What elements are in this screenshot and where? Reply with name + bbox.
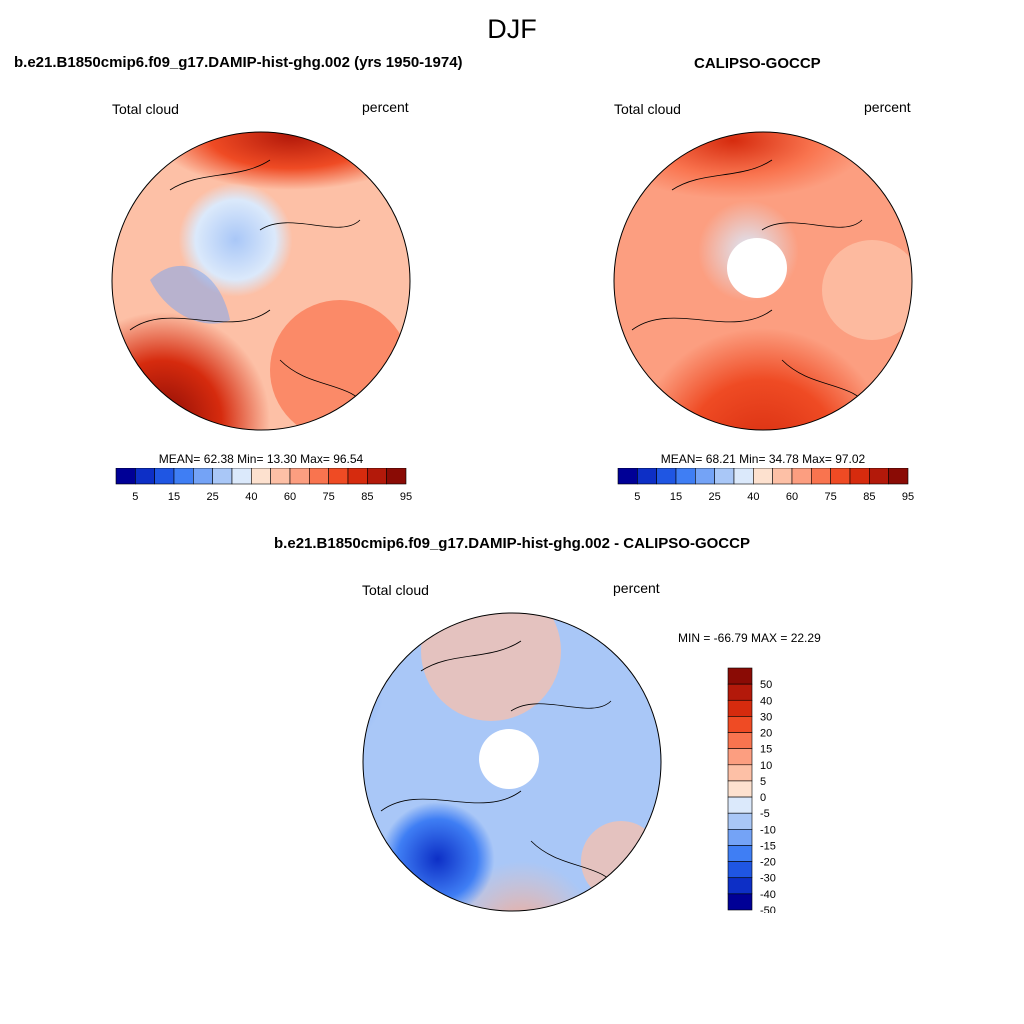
panel-3-colorbar-tick-label: -10 [760,824,776,836]
panel-2-variable-label: Total cloud [614,101,681,117]
panel-2-colorbar-swatch [888,468,909,485]
panel-3-colorbar-tick-label: 15 [760,744,772,756]
panel-2-colorbar-swatch [830,468,851,485]
panel-3-colorbar-swatch [727,732,753,749]
panel-1-colorbar-tick-label: 25 [207,491,219,503]
panel-2-colorbar-tick-label: 15 [670,491,682,503]
panel-3-colorbar-tick-label: -50 [760,905,776,913]
panel-1-colorbar-swatch [328,468,349,485]
panel-3-colorbar-swatch [727,699,753,717]
panel-3-colorbar-tick-label: 20 [760,728,772,740]
panel-3-variable-label: Total cloud [362,582,429,598]
panel-3-colorbar-swatch [727,780,753,798]
panel-2-colorbar-tick-label: 85 [863,491,875,503]
panel-2-colorbar-swatch [869,468,889,485]
panel-2-colorbar-swatch [656,468,677,485]
panel-2-colorbar-swatch [733,468,754,485]
panel-1-colorbar-swatch [135,468,155,485]
panel-1-colorbar-swatch [193,468,213,485]
panel-2-colorbar-swatch [637,468,657,485]
panel-2-colorbar-swatch [617,468,638,485]
panel-2-colorbar: 5 15 25 40 60 75 85 95 [617,468,914,503]
panel-3-colorbar-tick-label: 5 [760,776,766,788]
panel-1-colorbar-swatch [386,468,407,485]
panel-3-units-label: percent [613,580,660,596]
panel-2-colorbar-tick-label: 75 [825,491,837,503]
panel-1-colorbar-tick-label: 60 [284,491,296,503]
panel-3-title: b.e21.B1850cmip6.f09_g17.DAMIP-hist-ghg.… [274,535,750,552]
panel-2-colorbar-tick-label: 95 [902,491,914,503]
panel-2-colorbar-swatch [772,468,793,485]
panel-1-colorbar-swatch [367,468,387,485]
panel-3-colorbar-swatch [727,877,753,895]
panel-2-colorbar-swatch [675,468,696,485]
panel-3-colorbar-tick-label: 40 [760,695,772,707]
panel-1-colorbar-swatch [289,468,310,485]
panel-2-colorbar-tick-label: 40 [747,491,759,503]
panel-1-colorbar-tick-label: 75 [323,491,335,503]
panel-1-polar-map [111,131,411,431]
panel-1-stats: MEAN= 62.38 Min= 13.30 Max= 96.54 [158,452,364,466]
panel-2-units-label: percent [864,99,911,115]
panel-3-colorbar-tick-label: -5 [760,808,770,820]
panel-2-colorbar-swatch [714,468,735,485]
panel-2-colorbar-swatch [849,468,870,485]
panel-1-colorbar-tick-label: 5 [132,491,138,503]
panel-1-colorbar-swatch [154,468,175,485]
panel-2-colorbar-swatch [753,468,773,485]
panel-1-title: b.e21.B1850cmip6.f09_g17.DAMIP-hist-ghg.… [14,54,463,71]
panel-2-polar-map [613,131,913,431]
panel-3-colorbar-swatch [727,748,753,766]
panel-3-colorbar-tick-label: -15 [760,840,776,852]
panel-3-colorbar-swatch [727,796,753,814]
panel-2-title: CALIPSO-GOCCP [694,55,821,72]
panel-1-colorbar-swatch [115,468,136,485]
panel-1-colorbar-swatch [173,468,194,485]
panel-3-polar-missing-data [479,729,539,789]
panel-3-stats: MIN = -66.79 MAX = 22.29 [678,631,821,645]
panel-3-colorbar-swatch [727,716,753,733]
panel-3-colorbar-tick-label: -20 [760,857,776,869]
panel-2-colorbar-tick-label: 25 [709,491,721,503]
panel-3-colorbar-tick-label: -40 [760,889,776,901]
panel-2-colorbar-tick-label: 5 [634,491,640,503]
panel-3-colorbar-tick-label: -30 [760,873,776,885]
panel-1-colorbar-swatch [309,468,329,485]
panel-2-colorbar-swatch [791,468,812,485]
panel-2-stats: MEAN= 68.21 Min= 34.78 Max= 97.02 [660,452,866,466]
panel-1-colorbar-tick-label: 15 [168,491,180,503]
panel-3-colorbar-swatch [727,845,753,862]
panel-1-colorbar-swatch [212,468,233,485]
panel-3-colorbar-tick-label: 50 [760,679,772,691]
panel-3-colorbar-swatch [727,812,753,830]
panel-3-colorbar-tick-label: 0 [760,792,766,804]
panel-3-colorbar-tick-label: 10 [760,760,772,772]
panel-1-colorbar-tick-label: 95 [400,491,412,503]
panel-1-units-label: percent [362,99,409,115]
panel-3-colorbar-swatch [727,667,753,685]
panel-3-colorbar-swatch [727,829,753,846]
panel-1-colorbar-swatch [270,468,291,485]
panel-3-colorbar-swatch [727,893,753,911]
figure-season-title: DJF [487,14,537,44]
panel-1-colorbar-tick-label: 85 [361,491,373,503]
panel-2-colorbar-swatch [811,468,831,485]
panel-1-colorbar: 5 15 25 40 60 75 85 95 [115,468,412,503]
panel-1-colorbar-swatch [251,468,271,485]
panel-3-colorbar-tick-label: 30 [760,711,772,723]
panel-1-colorbar-swatch [231,468,252,485]
panel-2-colorbar-tick-label: 60 [786,491,798,503]
panel-1-variable-label: Total cloud [112,101,179,117]
panel-2-polar-missing-data [727,238,787,298]
panel-3-colorbar-swatch [727,683,753,701]
panel-3-colorbar-swatch [727,764,753,782]
panel-1-colorbar-tick-label: 40 [245,491,257,503]
panel-3-polar-map [362,612,662,912]
panel-1-colorbar-swatch [347,468,368,485]
panel-3-colorbar-swatch [727,861,753,879]
panel-2-colorbar-swatch [695,468,715,485]
